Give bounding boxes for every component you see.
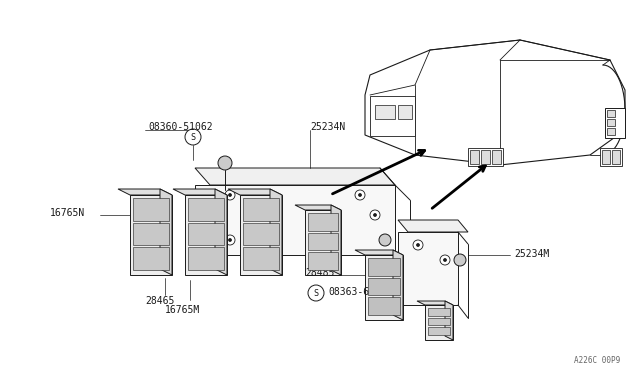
Bar [607, 119, 615, 126]
Bar [602, 150, 610, 164]
Circle shape [355, 190, 365, 200]
Text: 28485: 28485 [305, 268, 334, 278]
Circle shape [228, 238, 232, 241]
Circle shape [413, 240, 423, 250]
Text: 16765N: 16765N [50, 208, 85, 218]
Bar [308, 252, 338, 270]
Polygon shape [398, 220, 468, 232]
Circle shape [440, 255, 450, 265]
Bar [470, 150, 479, 164]
Polygon shape [195, 185, 395, 255]
Bar [607, 128, 615, 135]
Circle shape [417, 244, 419, 247]
Bar [612, 150, 620, 164]
Polygon shape [215, 189, 227, 275]
Bar [243, 198, 279, 221]
Polygon shape [365, 255, 403, 320]
Bar [133, 223, 169, 245]
Circle shape [370, 210, 380, 220]
Polygon shape [295, 205, 341, 210]
Text: 08360-51062: 08360-51062 [148, 122, 212, 132]
Polygon shape [331, 205, 341, 275]
Circle shape [185, 129, 201, 145]
Circle shape [358, 193, 362, 196]
Bar [188, 223, 224, 245]
Polygon shape [118, 189, 172, 195]
Text: S: S [191, 132, 195, 141]
Text: 16765M: 16765M [165, 305, 200, 315]
Polygon shape [195, 168, 395, 185]
Polygon shape [425, 305, 453, 340]
Polygon shape [393, 250, 403, 320]
Polygon shape [305, 210, 341, 275]
Bar [398, 105, 412, 119]
Bar [133, 247, 169, 270]
Bar [428, 327, 450, 335]
Bar [188, 247, 224, 270]
Bar [600, 148, 622, 166]
Text: 28465: 28465 [145, 296, 174, 306]
Circle shape [379, 234, 391, 246]
Polygon shape [365, 40, 625, 165]
Bar [481, 150, 490, 164]
Polygon shape [270, 189, 282, 275]
Bar [133, 198, 169, 221]
Bar [368, 278, 400, 295]
Text: A226C 00P9: A226C 00P9 [573, 356, 620, 365]
Text: 25234N: 25234N [310, 122, 345, 132]
Bar [308, 213, 338, 231]
Circle shape [374, 214, 376, 217]
Polygon shape [355, 250, 403, 255]
Text: 25234M: 25234M [514, 249, 549, 259]
Bar [375, 105, 395, 119]
Circle shape [225, 190, 235, 200]
Bar [188, 198, 224, 221]
Circle shape [225, 235, 235, 245]
Polygon shape [240, 195, 282, 275]
Circle shape [454, 254, 466, 266]
Text: S: S [314, 289, 319, 298]
Bar [428, 308, 450, 316]
Bar [605, 108, 625, 138]
Polygon shape [417, 301, 453, 305]
Polygon shape [160, 189, 172, 275]
Bar [243, 247, 279, 270]
Bar [428, 318, 450, 326]
Text: 08363-61037: 08363-61037 [328, 287, 392, 297]
Circle shape [444, 259, 447, 262]
Bar [468, 148, 503, 166]
Circle shape [228, 193, 232, 196]
Bar [308, 232, 338, 250]
Bar [370, 96, 415, 136]
Circle shape [218, 156, 232, 170]
Bar [607, 110, 615, 117]
Bar [243, 223, 279, 245]
Polygon shape [445, 301, 453, 340]
Bar [368, 297, 400, 315]
Bar [368, 258, 400, 276]
Polygon shape [185, 195, 227, 275]
Circle shape [308, 285, 324, 301]
Bar [492, 150, 501, 164]
Polygon shape [228, 189, 282, 195]
Polygon shape [130, 195, 172, 275]
Polygon shape [173, 189, 227, 195]
Polygon shape [398, 232, 458, 305]
